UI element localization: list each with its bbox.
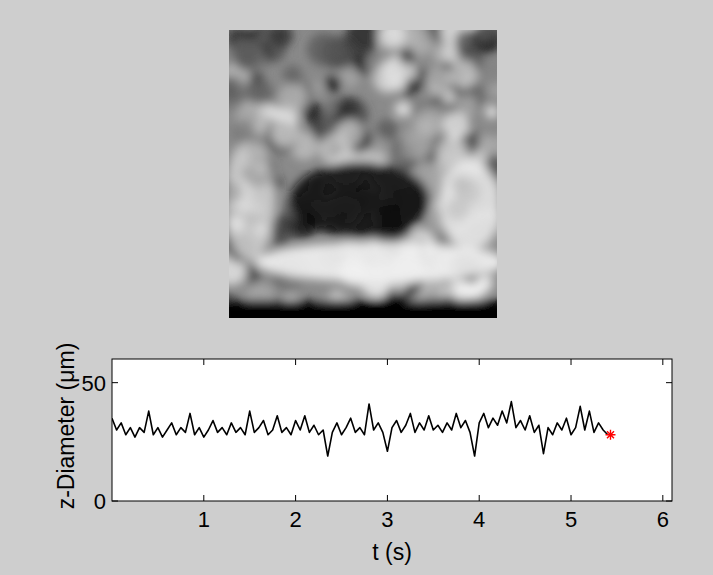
image-speckle <box>450 60 478 88</box>
plot-frame <box>112 359 672 501</box>
image-speckle <box>250 70 263 83</box>
microscopy-image <box>229 30 497 318</box>
image-speckle <box>312 80 326 94</box>
image-speckle <box>282 65 302 85</box>
x-tick-label: 6 <box>657 507 669 532</box>
y-tick-label: 50 <box>82 371 106 396</box>
x-tick <box>571 359 572 365</box>
image-speckle <box>414 40 445 71</box>
image-speckle <box>475 274 494 293</box>
x-tick-label: 1 <box>198 507 210 532</box>
image-speckle <box>321 113 333 125</box>
asterisk <box>605 430 615 440</box>
image-dark-region <box>290 162 430 238</box>
image-bright-band <box>255 242 497 282</box>
image-speckle <box>405 79 418 92</box>
y-tick <box>112 382 118 383</box>
image-speckle <box>444 113 469 138</box>
image-speckle <box>269 30 293 48</box>
image-speckle <box>469 130 482 143</box>
image-speckle <box>335 119 363 147</box>
x-tick <box>571 495 572 501</box>
x-tick-label: 2 <box>289 507 301 532</box>
x-tick <box>387 495 388 501</box>
image-speckle <box>486 106 497 119</box>
x-tick <box>662 359 663 365</box>
x-tick <box>295 495 296 501</box>
x-tick <box>203 359 204 365</box>
figure: 1 2 3 4 5 6 0 50 t (s) z-Diameter (μm) <box>0 0 713 575</box>
image-speckle <box>394 101 410 117</box>
image-texture <box>229 30 497 318</box>
data-marks <box>112 402 615 456</box>
image-speckle <box>471 30 497 54</box>
x-tick <box>295 359 296 365</box>
image-speckle <box>414 109 444 139</box>
image-speckle <box>231 37 265 71</box>
image-speckle <box>307 33 340 66</box>
image-speckle <box>399 48 415 64</box>
x-tick-label: 5 <box>565 507 577 532</box>
image-speckle <box>277 84 307 114</box>
x-tick <box>662 495 663 501</box>
image-speckle <box>270 119 299 148</box>
image-speckle <box>479 58 497 85</box>
x-tick <box>203 495 204 501</box>
image-speckle <box>337 97 359 119</box>
x-tick <box>387 359 388 365</box>
point-marker <box>605 430 615 440</box>
y-tick <box>112 501 118 502</box>
y-tick <box>666 382 672 383</box>
image-bright-patch <box>229 140 275 260</box>
y-tick <box>666 501 672 502</box>
image-speckle <box>393 143 414 164</box>
x-tick <box>479 359 480 365</box>
x-tick-label: 3 <box>381 507 393 532</box>
y-tick-label: 0 <box>94 489 106 514</box>
x-tick-label: 4 <box>473 507 485 532</box>
plot-area <box>112 359 672 501</box>
diameter-line <box>112 402 608 456</box>
image-dark-bottom <box>229 300 497 318</box>
image-speckle <box>229 262 247 285</box>
image-speckle <box>229 75 248 111</box>
image-speckle <box>378 30 405 50</box>
image-bright-patch <box>440 160 497 250</box>
y-axis-title: z-Diameter (μm) <box>53 343 79 510</box>
image-speckle <box>324 75 341 92</box>
x-axis-title: t (s) <box>372 539 412 565</box>
image-speckle <box>373 64 402 93</box>
x-tick <box>479 495 480 501</box>
